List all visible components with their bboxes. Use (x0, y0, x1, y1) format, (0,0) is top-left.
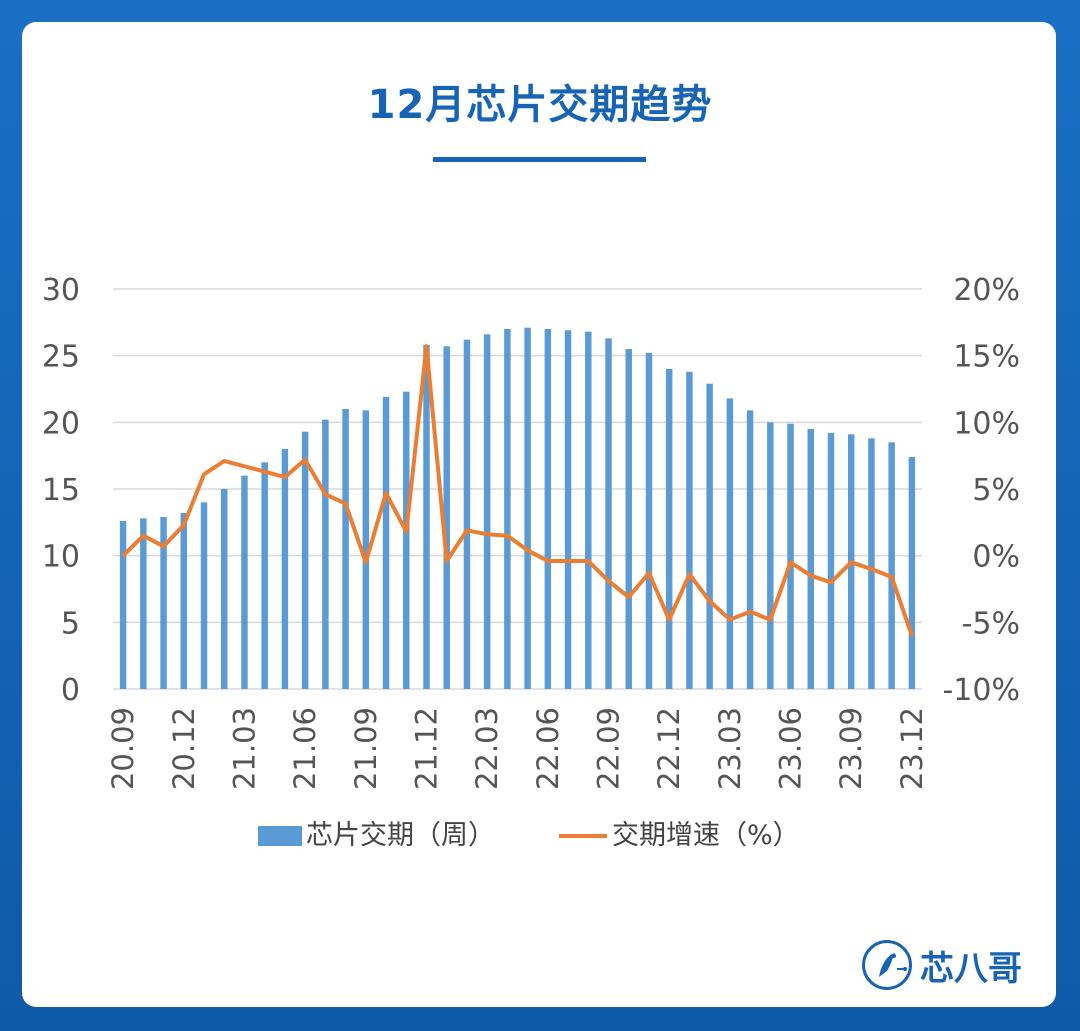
bar (888, 442, 895, 689)
bar (362, 410, 370, 689)
bar (160, 517, 167, 689)
right-axis-ticks: -10% -5% 0% 5% 10% 15% 20% (942, 273, 1020, 708)
bar (686, 371, 693, 689)
left-axis-tick-label: 0 (61, 673, 80, 708)
brand-logo: 芯八哥 (862, 936, 1022, 994)
left-axis-tick-label: 5 (61, 606, 80, 641)
chart-card (22, 22, 1056, 1007)
x-axis-tick-label: 21.12 (409, 707, 443, 790)
bar (281, 449, 289, 689)
x-axis-tick-label: 23.09 (834, 707, 868, 790)
x-axis-tick-label: 21.06 (288, 707, 322, 790)
page-title: 12月芯片交期趋势 (367, 82, 713, 128)
bar (423, 345, 430, 689)
title-underline (433, 157, 646, 162)
x-axis-tick-label: 22.06 (531, 707, 565, 790)
bar (625, 349, 632, 689)
left-axis-tick-label: 10 (42, 540, 80, 575)
bar (261, 462, 268, 689)
bar (544, 329, 552, 689)
bar (665, 369, 673, 689)
bar (706, 383, 713, 689)
x-axis-ticks: 20.09 20.12 21.03 21.06 21.09 21.12 22.03 22.06… (106, 707, 929, 790)
bar (645, 353, 653, 689)
bar (322, 419, 329, 689)
bar (241, 475, 248, 689)
bar (140, 518, 147, 689)
bar (221, 489, 228, 689)
left-axis-ticks: 0 5 10 15 20 25 30 (42, 273, 80, 708)
bar (180, 513, 188, 689)
legend-label-line: 交期增速（%） (612, 820, 800, 851)
bar (868, 438, 875, 689)
bar (787, 423, 794, 689)
x-axis-tick-label: 23.03 (713, 707, 747, 790)
bar (585, 331, 592, 689)
left-axis-tick-label: 30 (42, 273, 80, 308)
x-axis-tick-label: 21.03 (227, 707, 261, 790)
bar (827, 433, 835, 689)
x-axis-tick-label: 22.03 (470, 707, 504, 790)
x-axis-tick-label: 20.09 (106, 707, 140, 790)
bar-series (119, 327, 916, 689)
bar (463, 339, 471, 689)
x-axis-tick-label: 20.12 (167, 707, 201, 790)
bar (403, 391, 410, 689)
right-axis-tick-label: 15% (953, 340, 1020, 375)
chart-legend: 芯片交期（周） 交期增速（%） (258, 820, 800, 851)
bar (908, 457, 916, 689)
bar (301, 431, 309, 689)
left-axis-tick-label: 20 (42, 406, 80, 441)
bar (443, 346, 450, 689)
bar (807, 429, 814, 689)
bar (382, 397, 390, 689)
bar (726, 398, 734, 689)
growth-line (121, 344, 914, 637)
bar (200, 502, 208, 689)
right-axis-tick-label: -5% (962, 606, 1020, 641)
left-axis-tick-label: 15 (42, 473, 80, 508)
right-axis-tick-label: 10% (953, 406, 1020, 441)
legend-label-bar: 芯片交期（周） (306, 820, 495, 851)
right-axis-tick-label: 5% (972, 473, 1020, 508)
left-axis-tick-label: 25 (42, 340, 80, 375)
right-axis-tick-label: 0% (972, 540, 1020, 575)
right-axis-tick-label: 20% (953, 273, 1020, 308)
chart-gridlines (113, 288, 922, 690)
bar (767, 422, 774, 689)
bar (564, 330, 572, 689)
bird-logo-icon (862, 940, 912, 990)
x-axis-tick-label: 22.12 (652, 707, 686, 790)
x-axis-tick-label: 23.06 (774, 707, 808, 790)
x-axis-tick-label: 21.09 (349, 707, 383, 790)
bar (504, 329, 511, 689)
bar (605, 338, 612, 689)
x-axis-tick-label: 23.12 (895, 707, 929, 790)
bar (524, 327, 531, 689)
bar (342, 409, 349, 689)
x-axis-tick-label: 22.09 (592, 707, 626, 790)
legend-swatch-bar (258, 826, 302, 846)
bar (483, 334, 491, 689)
logo-text: 芯八哥 (920, 948, 1022, 989)
bar (119, 521, 127, 689)
right-axis-tick-label: -10% (942, 673, 1020, 708)
bar (746, 410, 754, 689)
line-series (121, 344, 914, 637)
